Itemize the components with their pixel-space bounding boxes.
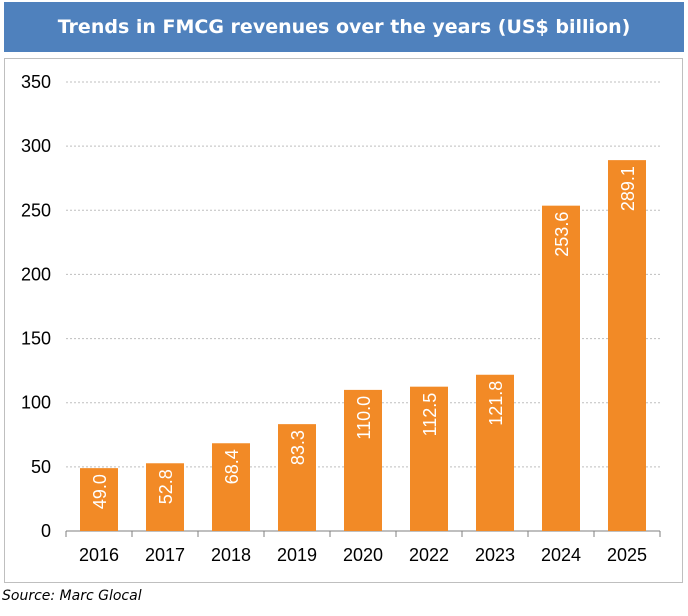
- y-tick-label: 300: [21, 136, 51, 156]
- data-label: 112.5: [420, 393, 440, 437]
- data-label: 253.6: [552, 212, 572, 257]
- x-tick-label: 2022: [409, 545, 449, 565]
- bar: [476, 374, 514, 531]
- y-tick-label: 0: [41, 521, 51, 541]
- x-tick-label: 2025: [607, 545, 647, 565]
- bar: [80, 468, 118, 531]
- source-note: Source: Marc Glocal: [2, 588, 142, 604]
- bar: [146, 463, 184, 531]
- x-tick-label: 2020: [343, 545, 383, 565]
- y-tick-label: 100: [21, 393, 51, 413]
- data-label: 49.0: [90, 474, 110, 509]
- data-label: 289.1: [618, 166, 638, 211]
- data-label: 68.4: [222, 449, 242, 484]
- y-tick-label: 250: [21, 200, 51, 220]
- data-label: 83.3: [288, 430, 308, 465]
- chart-title: Trends in FMCG revenues over the years (…: [57, 16, 631, 38]
- bar: [608, 160, 646, 531]
- x-tick-label: 2024: [541, 545, 581, 565]
- data-label: 110.0: [354, 396, 374, 440]
- data-label: 121.8: [486, 381, 506, 426]
- bar: [344, 389, 382, 531]
- bar: [278, 424, 316, 531]
- y-tick-label: 200: [21, 264, 51, 284]
- x-tick-label: 2018: [211, 545, 251, 565]
- chart-title-banner: Trends in FMCG revenues over the years (…: [4, 2, 684, 52]
- bar: [542, 205, 580, 532]
- x-tick-label: 2019: [277, 545, 317, 565]
- bar: [410, 386, 448, 531]
- x-tick-label: 2023: [475, 545, 515, 565]
- chart-frame: [4, 58, 683, 583]
- x-tick-label: 2017: [145, 545, 185, 565]
- data-label: 52.8: [156, 469, 176, 504]
- y-tick-label: 50: [31, 457, 51, 477]
- y-tick-label: 150: [21, 329, 51, 349]
- x-tick-label: 2016: [79, 545, 119, 565]
- y-tick-label: 350: [21, 72, 51, 92]
- bar: [212, 443, 250, 531]
